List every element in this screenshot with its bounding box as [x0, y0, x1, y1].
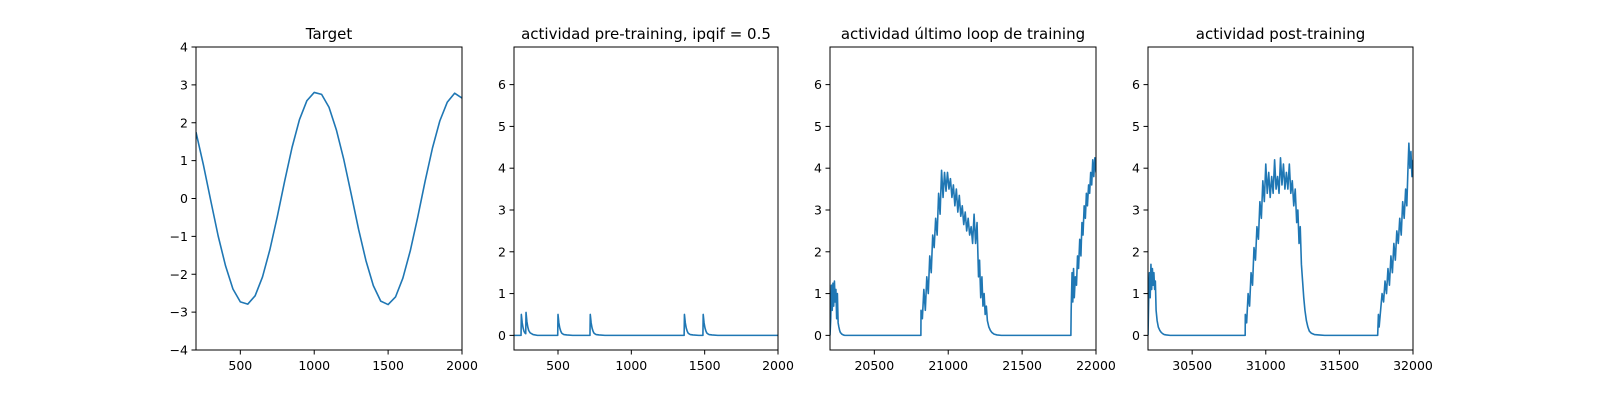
chart-title: actividad pre-training, ipqif = 0.5: [521, 25, 771, 43]
y-tick-label: −2: [170, 267, 188, 282]
x-tick-label: 32000: [1393, 358, 1433, 373]
y-tick-label: 3: [180, 77, 188, 92]
y-tick-label: 0: [1132, 328, 1140, 343]
x-tick-label: 21500: [1002, 358, 1042, 373]
y-tick-label: 3: [1132, 202, 1140, 217]
x-tick-label: 1000: [615, 358, 647, 373]
y-tick-label: 1: [814, 286, 822, 301]
chart-panel-1: 500 1000 1500 2000 −4 −3 −2 −1 0 1 2 3 4 Target: [170, 25, 478, 373]
chart-panel-4: 30500 31000 31500 32000 0 1 2 3 4 5 6 actividad pos…: [1132, 25, 1433, 373]
x-tick-label: 31500: [1320, 358, 1360, 373]
chart-title: actividad último loop de training: [841, 25, 1085, 43]
x-tick-label: 1500: [689, 358, 721, 373]
x-tick-label: 21000: [928, 358, 968, 373]
chart-title: actividad post-training: [1196, 25, 1365, 43]
axes-frame: [1147, 46, 1414, 351]
chart-title: Target: [305, 25, 353, 43]
y-tick-label: 1: [1132, 286, 1140, 301]
series-line: [514, 311, 778, 337]
series-line: [830, 156, 1096, 337]
y-tick-label: 4: [814, 161, 822, 176]
x-tick-label: 22000: [1076, 358, 1116, 373]
x-tick-label: 2000: [762, 358, 794, 373]
y-tick-label: −1: [170, 229, 188, 244]
y-tick-label: −3: [170, 305, 188, 320]
axes-frame: [513, 46, 779, 351]
x-tick-label: 500: [546, 358, 570, 373]
chart-panel-2: 500 1000 1500 2000 0 1 2 3 4 5 6 actividad pre-trai…: [498, 25, 794, 373]
y-tick-label: 6: [498, 77, 506, 92]
y-tick-label: 6: [814, 77, 822, 92]
y-tick-label: 2: [180, 115, 188, 130]
y-tick-label: 2: [1132, 244, 1140, 259]
y-tick-label: 3: [498, 202, 506, 217]
axes-frame: [829, 46, 1097, 351]
y-tick-label: 0: [498, 328, 506, 343]
y-tick-label: 3: [814, 202, 822, 217]
x-tick-label: 20500: [854, 358, 894, 373]
x-tick-label: 30500: [1172, 358, 1212, 373]
y-tick-label: 0: [180, 191, 188, 206]
y-tick-label: 5: [1132, 119, 1140, 134]
x-tick-label: 1500: [372, 358, 404, 373]
y-tick-label: 4: [498, 161, 506, 176]
series-line: [196, 91, 462, 306]
y-tick-label: 6: [1132, 77, 1140, 92]
series-line: [1148, 142, 1413, 337]
x-tick-label: 2000: [446, 358, 478, 373]
x-tick-label: 1000: [298, 358, 330, 373]
y-tick-label: 4: [180, 40, 188, 55]
x-tick-label: 500: [228, 358, 252, 373]
y-tick-label: 1: [498, 286, 506, 301]
y-tick-label: 5: [814, 119, 822, 134]
y-tick-label: 0: [814, 328, 822, 343]
y-tick-label: 5: [498, 119, 506, 134]
y-tick-label: −4: [170, 343, 188, 358]
x-tick-label: 31000: [1246, 358, 1286, 373]
chart-panel-3: 20500 21000 21500 22000 0 1 2 3 4 5 6 actividad últ…: [814, 25, 1116, 373]
y-tick-label: 2: [814, 244, 822, 259]
y-tick-label: 4: [1132, 161, 1140, 176]
y-tick-label: 1: [180, 153, 188, 168]
y-tick-label: 2: [498, 244, 506, 259]
